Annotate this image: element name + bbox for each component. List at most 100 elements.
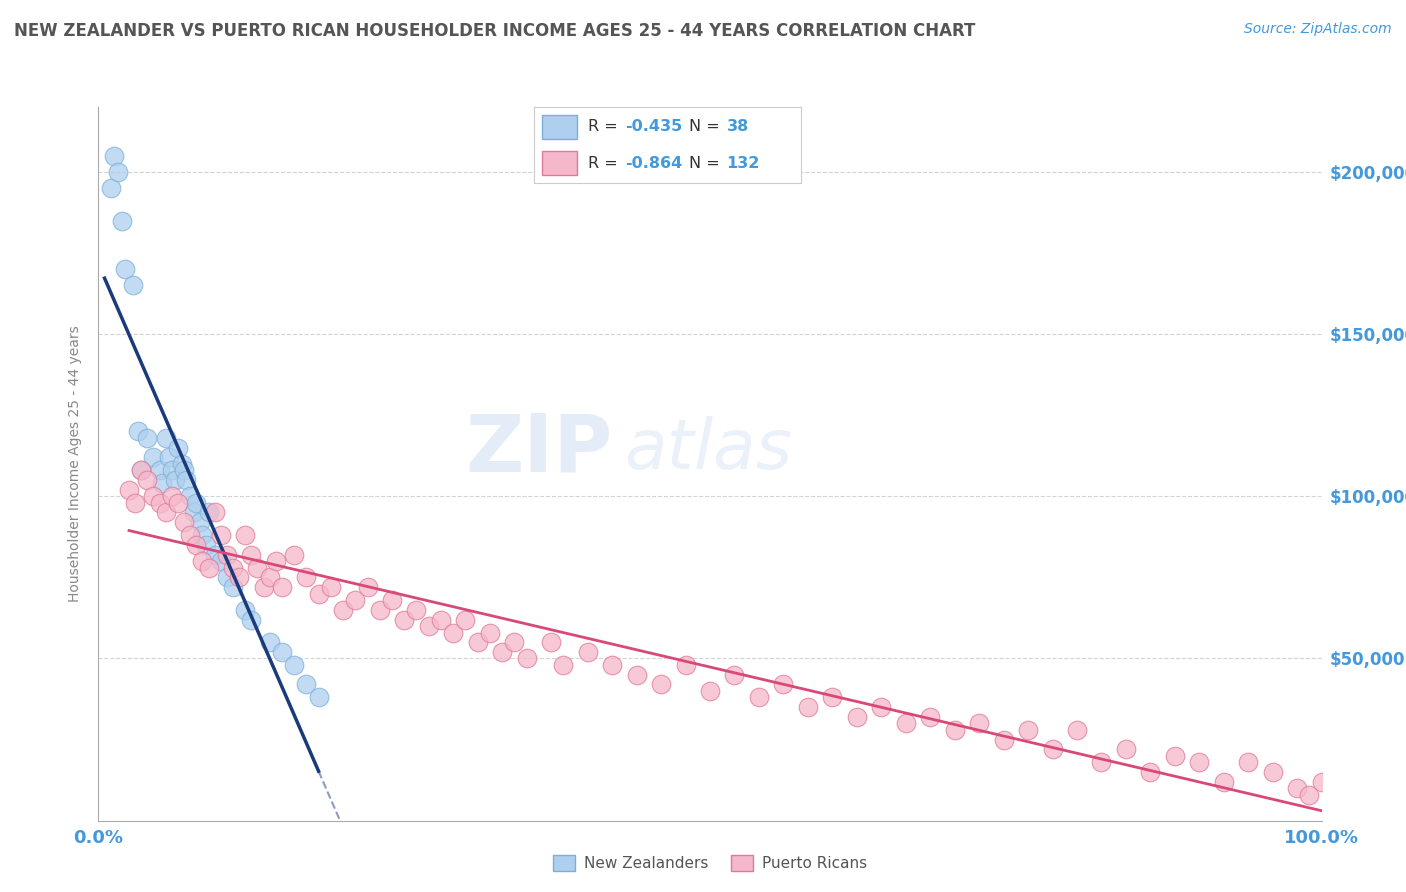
Point xyxy=(1164,748,1187,763)
Point xyxy=(209,528,232,542)
Point xyxy=(157,450,180,465)
Point xyxy=(454,613,477,627)
Point xyxy=(209,554,232,568)
Point xyxy=(650,677,672,691)
Point xyxy=(1042,742,1064,756)
Point xyxy=(270,580,294,594)
Point xyxy=(943,723,966,737)
Point xyxy=(100,181,122,195)
Point xyxy=(418,619,440,633)
Point xyxy=(118,483,141,497)
Point xyxy=(233,528,256,542)
Point xyxy=(295,677,318,691)
Point xyxy=(467,635,489,649)
Point xyxy=(1017,723,1039,737)
Point xyxy=(155,506,177,520)
Point xyxy=(114,262,136,277)
Point xyxy=(240,613,263,627)
Point xyxy=(179,528,201,542)
Point xyxy=(332,603,354,617)
Point xyxy=(222,580,245,594)
Text: N =: N = xyxy=(689,120,725,135)
Text: R =: R = xyxy=(588,155,623,170)
Point xyxy=(967,716,990,731)
Bar xyxy=(543,115,576,139)
Point xyxy=(478,625,501,640)
Point xyxy=(308,586,330,600)
Point xyxy=(167,496,190,510)
Text: -0.864: -0.864 xyxy=(626,155,682,170)
Point xyxy=(845,710,868,724)
Point xyxy=(1188,756,1211,770)
Point xyxy=(179,489,201,503)
Point xyxy=(516,651,538,665)
Point xyxy=(121,278,143,293)
Point xyxy=(772,677,794,691)
Text: atlas: atlas xyxy=(624,416,793,483)
Point xyxy=(441,625,464,640)
Point xyxy=(381,593,404,607)
Point xyxy=(920,710,942,724)
Point xyxy=(392,613,416,627)
Point xyxy=(1115,742,1137,756)
Point xyxy=(240,548,263,562)
Point xyxy=(142,450,165,465)
Point xyxy=(191,528,214,542)
Point xyxy=(173,515,195,529)
Point xyxy=(165,473,187,487)
Point xyxy=(894,716,917,731)
Text: N =: N = xyxy=(689,155,725,170)
Point xyxy=(308,690,330,705)
Point xyxy=(344,593,367,607)
Point xyxy=(576,645,599,659)
Point xyxy=(1212,774,1234,789)
Point xyxy=(356,580,378,594)
Point xyxy=(167,441,190,455)
Point xyxy=(1066,723,1088,737)
Point xyxy=(170,457,193,471)
Point xyxy=(186,496,208,510)
Point xyxy=(699,684,721,698)
Point xyxy=(136,431,159,445)
Point xyxy=(111,213,134,227)
Point xyxy=(540,635,562,649)
Point xyxy=(228,570,250,584)
Point xyxy=(215,548,238,562)
Text: 132: 132 xyxy=(727,155,761,170)
Point xyxy=(1237,756,1260,770)
Point xyxy=(748,690,770,705)
Point xyxy=(186,538,208,552)
Point xyxy=(127,425,149,439)
Point xyxy=(553,657,575,672)
Point xyxy=(195,538,218,552)
Point xyxy=(197,560,219,574)
Point xyxy=(197,506,219,520)
Point xyxy=(295,570,318,584)
Point xyxy=(430,613,453,627)
Point xyxy=(600,657,623,672)
Point xyxy=(319,580,342,594)
Point xyxy=(160,463,183,477)
Point xyxy=(1286,781,1309,796)
Point xyxy=(259,635,281,649)
Point xyxy=(821,690,844,705)
Y-axis label: Householder Income Ages 25 - 44 years: Householder Income Ages 25 - 44 years xyxy=(69,326,83,602)
Point xyxy=(191,554,214,568)
Point xyxy=(233,603,256,617)
Text: NEW ZEALANDER VS PUERTO RICAN HOUSEHOLDER INCOME AGES 25 - 44 YEARS CORRELATION : NEW ZEALANDER VS PUERTO RICAN HOUSEHOLDE… xyxy=(14,22,976,40)
Point xyxy=(149,496,172,510)
Point xyxy=(270,645,294,659)
Point xyxy=(107,165,129,179)
Point xyxy=(1261,764,1284,779)
Point xyxy=(1139,764,1161,779)
Point xyxy=(283,548,305,562)
Point xyxy=(246,560,269,574)
Point xyxy=(1310,774,1333,789)
Point xyxy=(129,463,152,477)
Point xyxy=(103,149,125,163)
Point xyxy=(222,560,245,574)
Point xyxy=(136,473,159,487)
Point xyxy=(142,489,165,503)
Point xyxy=(264,554,287,568)
Point xyxy=(797,700,820,714)
